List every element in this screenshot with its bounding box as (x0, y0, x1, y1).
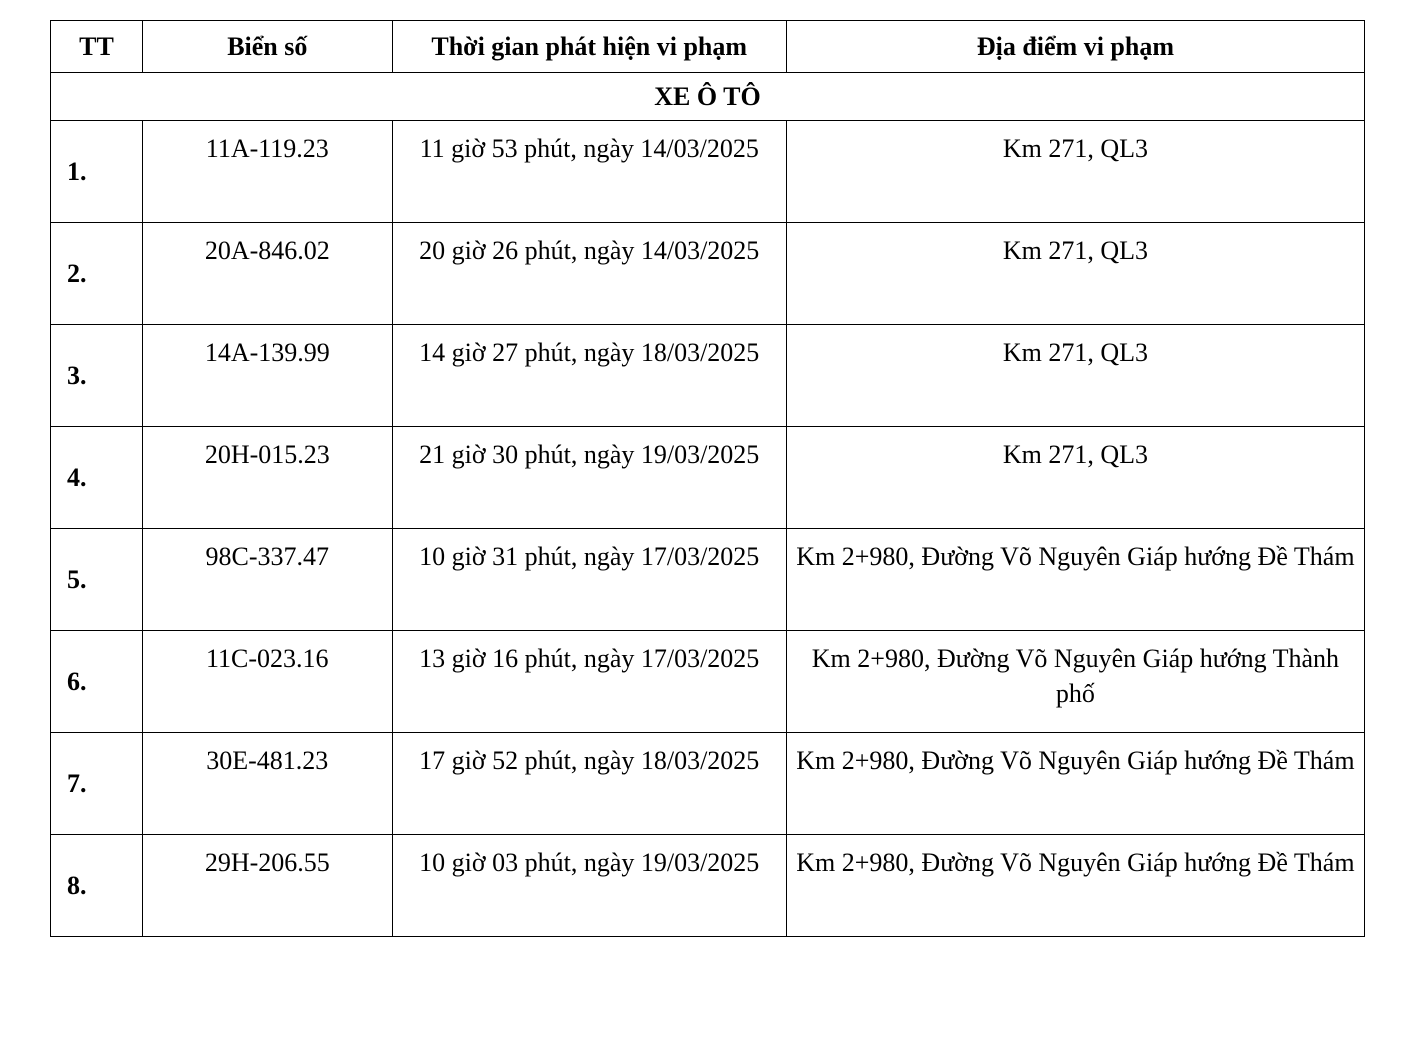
cell-time: 13 giờ 16 phút, ngày 17/03/2025 (392, 631, 786, 733)
cell-plate: 11A-119.23 (142, 121, 392, 223)
cell-plate: 20A-846.02 (142, 223, 392, 325)
cell-location: Km 271, QL3 (786, 427, 1364, 529)
cell-time: 14 giờ 27 phút, ngày 18/03/2025 (392, 325, 786, 427)
cell-time: 21 giờ 30 phút, ngày 19/03/2025 (392, 427, 786, 529)
cell-tt: 7. (51, 733, 143, 835)
section-row: XE Ô TÔ (51, 73, 1365, 121)
cell-tt: 4. (51, 427, 143, 529)
cell-location: Km 271, QL3 (786, 325, 1364, 427)
table-row: 3. 14A-139.99 14 giờ 27 phút, ngày 18/03… (51, 325, 1365, 427)
cell-time: 17 giờ 52 phút, ngày 18/03/2025 (392, 733, 786, 835)
table-row: 2. 20A-846.02 20 giờ 26 phút, ngày 14/03… (51, 223, 1365, 325)
cell-location: Km 2+980, Đường Võ Nguyên Giáp hướng Đề … (786, 835, 1364, 937)
table-row: 8. 29H-206.55 10 giờ 03 phút, ngày 19/03… (51, 835, 1365, 937)
table-header-row: TT Biển số Thời gian phát hiện vi phạm Đ… (51, 21, 1365, 73)
cell-location: Km 2+980, Đường Võ Nguyên Giáp hướng Thà… (786, 631, 1364, 733)
cell-plate: 11C-023.16 (142, 631, 392, 733)
cell-plate: 29H-206.55 (142, 835, 392, 937)
section-label: XE Ô TÔ (51, 73, 1365, 121)
table-row: 1. 11A-119.23 11 giờ 53 phút, ngày 14/03… (51, 121, 1365, 223)
cell-time: 11 giờ 53 phút, ngày 14/03/2025 (392, 121, 786, 223)
cell-tt: 6. (51, 631, 143, 733)
table-row: 4. 20H-015.23 21 giờ 30 phút, ngày 19/03… (51, 427, 1365, 529)
cell-time: 20 giờ 26 phút, ngày 14/03/2025 (392, 223, 786, 325)
violations-table: TT Biển số Thời gian phát hiện vi phạm Đ… (50, 20, 1365, 937)
cell-location: Km 271, QL3 (786, 223, 1364, 325)
cell-tt: 3. (51, 325, 143, 427)
cell-time: 10 giờ 31 phút, ngày 17/03/2025 (392, 529, 786, 631)
cell-tt: 8. (51, 835, 143, 937)
cell-location: Km 2+980, Đường Võ Nguyên Giáp hướng Đề … (786, 529, 1364, 631)
cell-plate: 30E-481.23 (142, 733, 392, 835)
cell-time: 10 giờ 03 phút, ngày 19/03/2025 (392, 835, 786, 937)
header-tt: TT (51, 21, 143, 73)
cell-plate: 20H-015.23 (142, 427, 392, 529)
header-plate: Biển số (142, 21, 392, 73)
cell-tt: 2. (51, 223, 143, 325)
cell-plate: 14A-139.99 (142, 325, 392, 427)
cell-plate: 98C-337.47 (142, 529, 392, 631)
cell-location: Km 271, QL3 (786, 121, 1364, 223)
cell-location: Km 2+980, Đường Võ Nguyên Giáp hướng Đề … (786, 733, 1364, 835)
table-row: 7. 30E-481.23 17 giờ 52 phút, ngày 18/03… (51, 733, 1365, 835)
cell-tt: 1. (51, 121, 143, 223)
table-row: 6. 11C-023.16 13 giờ 16 phút, ngày 17/03… (51, 631, 1365, 733)
header-location: Địa điểm vi phạm (786, 21, 1364, 73)
header-time: Thời gian phát hiện vi phạm (392, 21, 786, 73)
cell-tt: 5. (51, 529, 143, 631)
table-row: 5. 98C-337.47 10 giờ 31 phút, ngày 17/03… (51, 529, 1365, 631)
